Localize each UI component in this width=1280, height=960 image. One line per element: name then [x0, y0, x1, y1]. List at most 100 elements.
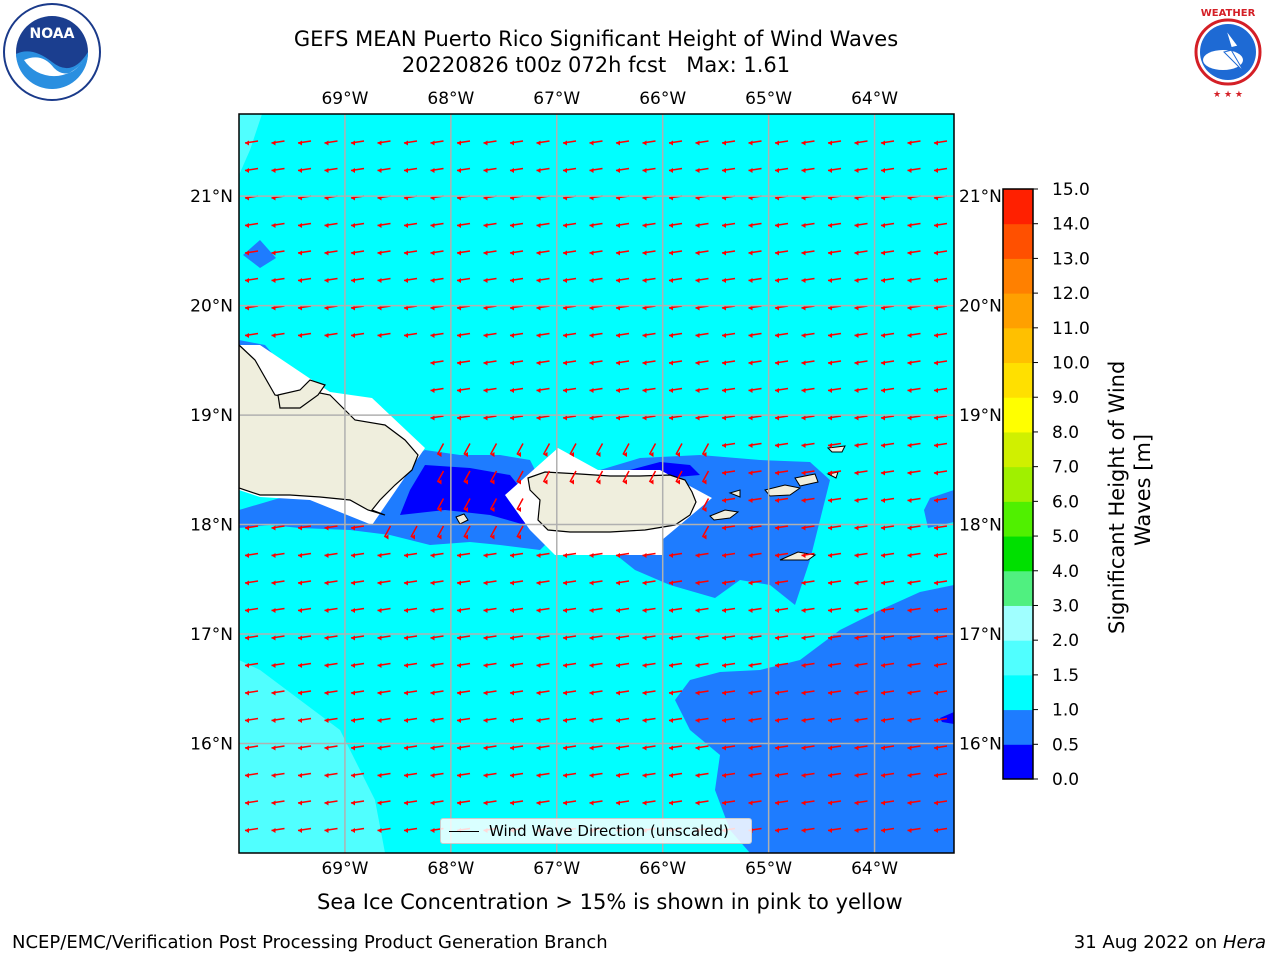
- wave-direction-arrowhead: [642, 663, 647, 668]
- wave-direction-arrowhead: [722, 223, 726, 228]
- wave-direction-arrowhead: [828, 470, 832, 476]
- wave-direction-arrowhead: [854, 250, 859, 256]
- wave-direction-arrowhead: [881, 690, 885, 696]
- lat-label-left: 18°N: [190, 516, 233, 536]
- wave-direction-arrowhead: [616, 360, 620, 366]
- wave-direction-arrowhead: [775, 553, 779, 558]
- wave-direction-arrowhead: [907, 250, 912, 256]
- wave-direction-arrowhead: [430, 415, 435, 421]
- wave-direction-arrowhead: [430, 168, 435, 173]
- wave-direction-arrowhead: [536, 415, 541, 421]
- wave-direction-arrowhead: [437, 507, 442, 512]
- wave-direction-arrowhead: [298, 773, 302, 778]
- wave-direction-arrowhead: [536, 718, 541, 723]
- wave-direction-arrowhead: [748, 718, 753, 723]
- wave-direction-arrowhead: [616, 608, 620, 613]
- wave-direction-arrowhead: [271, 223, 276, 228]
- wave-direction-arrowhead: [563, 305, 567, 311]
- wave-direction-arrowhead: [324, 553, 329, 558]
- land-virgin-islands-2: [794, 473, 819, 487]
- wave-direction-arrowhead: [934, 140, 938, 146]
- wave-direction-arrowhead: [642, 305, 647, 311]
- wave-direction-arrowhead: [695, 388, 700, 393]
- wave-direction-arrowhead: [775, 223, 779, 228]
- wave-direction-arrowhead: [854, 140, 859, 146]
- wave-direction-arrowhead: [616, 718, 620, 723]
- wave-direction-arrowhead: [695, 553, 700, 558]
- wave-direction-arrowhead: [801, 140, 806, 146]
- wave-direction-arrowhead: [404, 168, 408, 173]
- wave-direction-arrowhead: [828, 745, 832, 751]
- colorbar-swatch: [1003, 362, 1033, 398]
- wave-direction-arrowhead: [430, 305, 435, 311]
- wave-direction-arrowhead: [377, 250, 382, 256]
- wave-direction-arrow: [648, 470, 657, 483]
- wave-direction-arrowhead: [589, 718, 594, 723]
- wave-direction-arrowhead: [377, 305, 382, 311]
- wave-direction-arrowhead: [245, 305, 249, 311]
- wave-direction-arrowhead: [722, 470, 726, 476]
- wave-direction-arrow: [802, 856, 815, 858]
- lat-label-left: 17°N: [190, 625, 233, 645]
- wave-direction-arrowhead: [377, 608, 382, 613]
- colorbar-tick-label: 13.0: [1052, 249, 1090, 269]
- wave-direction-arrowhead: [881, 663, 885, 668]
- wave-direction-arrowhead: [563, 580, 567, 586]
- wave-direction-arrowhead: [589, 333, 594, 338]
- wave-direction-arrowhead: [377, 553, 382, 558]
- wave-direction-arrowhead: [669, 580, 673, 586]
- wave-direction-arrowhead: [596, 452, 601, 457]
- wave-direction-arrowhead: [934, 250, 938, 256]
- wave-direction-arrowhead: [483, 168, 488, 173]
- wave-direction-arrowhead: [907, 360, 912, 366]
- wave-direction-arrowhead: [271, 745, 276, 751]
- wave-direction-arrow: [569, 443, 577, 455]
- wave-direction-arrowhead: [696, 856, 700, 861]
- wave-direction-arrowhead: [483, 223, 488, 228]
- wave-direction-arrowhead: [722, 498, 726, 503]
- wave-direction-arrow: [436, 470, 445, 483]
- wave-direction-arrowhead: [271, 828, 276, 833]
- wave-direction-arrow: [701, 498, 710, 510]
- wave-direction-arrowhead: [642, 718, 647, 723]
- wave-direction-arrowhead: [828, 443, 832, 448]
- wave-direction-arrowhead: [351, 525, 355, 531]
- wave-direction-arrowhead: [854, 828, 859, 833]
- wave-direction-arrowhead: [907, 580, 912, 586]
- wave-direction-arrowhead: [828, 828, 832, 833]
- wave-direction-arrowhead: [517, 534, 521, 540]
- wave-direction-arrow: [675, 443, 683, 455]
- colorbar-tick-label: 3.0: [1052, 596, 1079, 616]
- colorbar-tick-label: 9.0: [1052, 388, 1079, 408]
- wave-direction-arrowhead: [934, 168, 938, 173]
- wave-direction-arrowhead: [642, 690, 647, 696]
- wave-direction-arrow: [701, 525, 710, 538]
- wave-direction-arrowhead: [324, 223, 329, 228]
- wave-direction-arrowhead: [245, 690, 249, 696]
- lat-label-right: 21°N: [959, 187, 1002, 207]
- wave-direction-arrowhead: [854, 498, 859, 503]
- wave-direction-arrowhead: [722, 718, 726, 723]
- wave-direction-arrowhead: [271, 635, 276, 641]
- wave-direction-arrowhead: [881, 800, 885, 806]
- wave-direction-arrowhead: [272, 856, 276, 861]
- wave-direction-arrowhead: [563, 140, 567, 146]
- wave-direction-arrowhead: [881, 828, 885, 833]
- wave-direction-arrowhead: [351, 278, 355, 283]
- wave-direction-arrowhead: [536, 580, 541, 586]
- wave-direction-arrowhead: [881, 415, 885, 421]
- wave-direction-arrowhead: [536, 223, 541, 228]
- wave-direction-arrowhead: [377, 635, 382, 641]
- wave-direction-arrowhead: [801, 443, 806, 448]
- wave-direction-arrowhead: [404, 690, 408, 696]
- wave-direction-arrowhead: [430, 360, 435, 366]
- wave-direction-arrowhead: [828, 415, 832, 421]
- wave-direction-arrowhead: [430, 718, 435, 723]
- wave-direction-arrowhead: [649, 479, 654, 485]
- wave-direction-arrowhead: [510, 250, 514, 256]
- wave-direction-arrowhead: [801, 470, 806, 476]
- wave-direction-arrowhead: [828, 856, 832, 861]
- wave-direction-arrowhead: [510, 635, 514, 641]
- wave-direction-arrowhead: [271, 718, 276, 723]
- wave-direction-arrowhead: [616, 800, 620, 806]
